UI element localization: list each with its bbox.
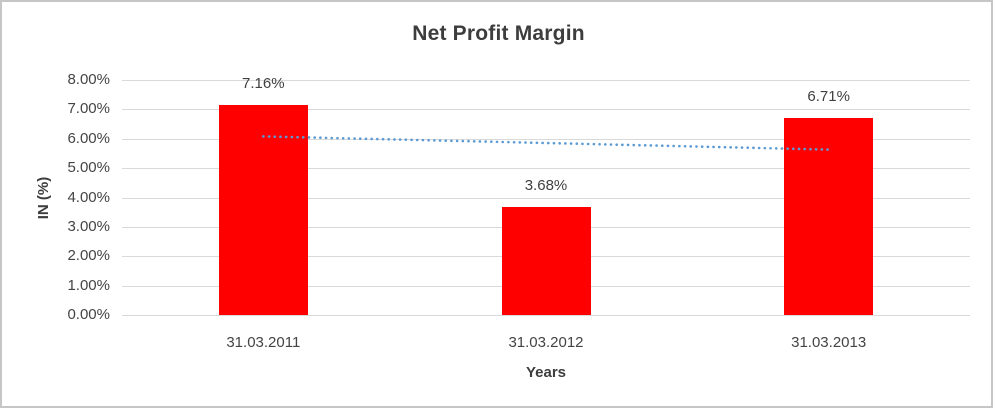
- bar-data-label: 3.68%: [524, 176, 568, 194]
- plot-area: 7.16% 3.68% 6.71%: [122, 75, 970, 316]
- bar-data-label: 6.71%: [807, 87, 850, 105]
- gridline: [122, 109, 970, 111]
- x-axis-title: Years: [525, 364, 567, 381]
- y-axis-tick-label: 4.00%: [67, 188, 110, 206]
- bar: [218, 104, 308, 315]
- y-axis-tick-label: 0.00%: [67, 306, 110, 323]
- y-axis-tick-label: 3.00%: [67, 217, 110, 235]
- y-axis-tick-label: 1.00%: [67, 276, 110, 294]
- y-axis-tick-label: 6.00%: [67, 129, 110, 147]
- y-axis-tick-label: 5.00%: [67, 159, 110, 177]
- gridline: [122, 197, 970, 199]
- x-axis-tick-label: 31.03.2011: [226, 334, 301, 351]
- x-axis-tick-label: 31.03.2012: [508, 334, 584, 351]
- bar: [784, 117, 874, 315]
- gridline: [122, 315, 970, 316]
- gridline: [122, 168, 970, 170]
- bar: [501, 206, 591, 315]
- x-axis-tick-label: 31.03.2013: [791, 334, 867, 351]
- chart-title: Net Profit Margin: [412, 22, 585, 45]
- y-axis-tick-label: 2.00%: [67, 247, 110, 265]
- y-axis-tick-label: 7.00%: [67, 100, 110, 118]
- y-axis-tick-label: 8.00%: [67, 71, 110, 88]
- gridline: [122, 80, 970, 81]
- bar-data-label: 7.16%: [242, 74, 285, 92]
